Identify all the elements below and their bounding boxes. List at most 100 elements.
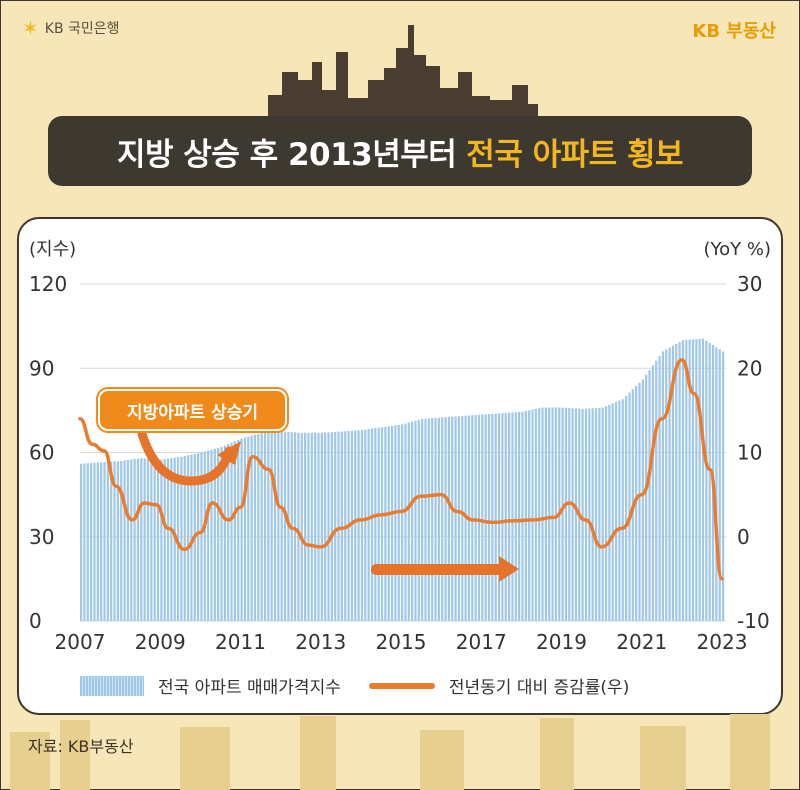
index-bar (601, 407, 604, 621)
index-bar (431, 418, 434, 621)
index-bar (400, 424, 404, 621)
index-bar (494, 413, 497, 621)
index-bar (491, 413, 494, 621)
index-bar (217, 447, 220, 621)
index-bar (243, 437, 247, 621)
index-bar (544, 407, 547, 621)
title-highlight: 전국 아파트 횡보 (466, 136, 684, 173)
index-bar (106, 461, 109, 621)
index-bar (655, 360, 658, 621)
index-bar (116, 461, 119, 621)
sideways-arrow-shaft (371, 564, 503, 575)
index-bar (688, 339, 691, 621)
x-tick-label: 2013 (295, 630, 346, 654)
index-bar (156, 459, 160, 621)
index-bar (197, 453, 200, 621)
index-bar (324, 432, 327, 621)
index-bar (598, 407, 601, 621)
index-bar (247, 436, 250, 621)
index-bar (568, 408, 571, 621)
right-tick-label: 0 (737, 525, 750, 549)
index-bar (223, 445, 226, 621)
index-bar (671, 345, 675, 621)
legend-line-label: 전년동기 대비 증감률(우) (448, 678, 630, 698)
index-bar (160, 459, 163, 621)
index-bar (548, 407, 551, 621)
legend-bar-label: 전국 아파트 매매가격지수 (158, 678, 341, 698)
index-bar (96, 462, 99, 621)
index-bar (645, 374, 648, 621)
index-bar (283, 431, 287, 621)
index-bar (260, 432, 263, 621)
left-tick-label: 60 (29, 441, 54, 465)
x-tick-label: 2017 (456, 630, 507, 654)
index-bar (411, 421, 414, 621)
index-bar (524, 411, 527, 621)
index-bar (658, 356, 661, 621)
index-bar (300, 432, 303, 621)
index-bar (337, 431, 340, 621)
index-bar (638, 382, 641, 621)
right-tick-label: -10 (737, 609, 770, 633)
index-bar (447, 416, 451, 621)
index-bar (571, 408, 574, 621)
left-tick-label: 90 (29, 356, 54, 380)
x-tick-label: 2021 (616, 630, 667, 654)
index-bar (304, 432, 307, 621)
index-bar (417, 419, 420, 621)
index-bar (614, 401, 618, 621)
index-bar (551, 407, 554, 621)
index-bar (186, 455, 190, 621)
left-tick-label: 0 (29, 609, 42, 633)
index-bar (675, 343, 678, 621)
index-bar (257, 433, 260, 621)
legend-bar-swatch (80, 675, 144, 696)
index-bar (521, 411, 524, 621)
index-bar (604, 406, 608, 621)
index-bar (86, 463, 89, 621)
index-bar (90, 463, 93, 621)
index-bar (267, 432, 270, 621)
index-bar (414, 420, 417, 621)
index-bar (253, 434, 257, 621)
index-bar (588, 408, 591, 621)
index-bar (380, 427, 384, 621)
kb-bank-logo: ✶ KB 국민은행 (22, 18, 120, 38)
index-bar (170, 458, 173, 621)
index-bar (608, 404, 611, 621)
x-tick-label: 2011 (215, 630, 266, 654)
index-bar (705, 340, 708, 621)
index-bar (531, 409, 534, 621)
right-tick-label: 30 (737, 272, 762, 296)
index-bar (484, 414, 487, 621)
index-bar (718, 349, 721, 621)
index-bar (661, 351, 665, 621)
index-bar (628, 392, 631, 621)
chart-svg: (지수) (YoY %) 120 90 60 30 0 30 20 10 0 -10 2007 2009 2… (29, 239, 771, 654)
index-bar (123, 460, 126, 621)
x-tick-label: 2023 (697, 630, 748, 654)
index-bar (327, 432, 330, 621)
index-bar (103, 462, 106, 621)
index-bar (364, 429, 367, 621)
sideways-arrow-head (499, 556, 519, 582)
index-bar (564, 407, 568, 621)
index-bar (404, 423, 407, 621)
yoy-line (78, 358, 724, 581)
index-bar (140, 458, 143, 621)
left-tick-label: 120 (29, 272, 67, 296)
index-bar (110, 461, 113, 621)
index-bar (691, 339, 695, 621)
legend-line-swatch (368, 682, 435, 689)
index-bar (394, 425, 397, 621)
index-bar (310, 432, 313, 621)
index-bar (528, 410, 531, 621)
index-bar (307, 432, 310, 621)
index-bar (507, 412, 511, 621)
index-bar (611, 403, 614, 621)
title-main: 지방 상승 후 2013년부터 (116, 136, 457, 173)
index-bar (681, 340, 685, 621)
index-bar (695, 339, 698, 621)
index-bar (574, 408, 578, 621)
index-bar (113, 461, 116, 621)
